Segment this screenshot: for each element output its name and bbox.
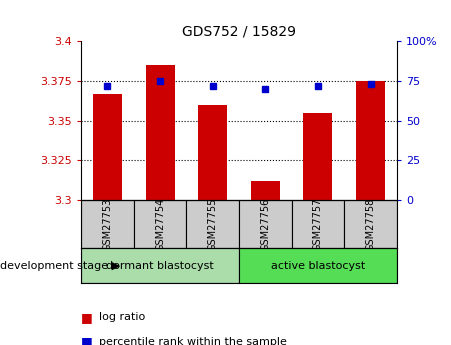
Text: dormant blastocyst: dormant blastocyst: [106, 261, 214, 270]
Bar: [304, 113, 332, 200]
Text: GSM27753: GSM27753: [102, 198, 112, 251]
Text: percentile rank within the sample: percentile rank within the sample: [99, 337, 287, 345]
Title: GDS752 / 15829: GDS752 / 15829: [182, 25, 296, 39]
Text: GSM27757: GSM27757: [313, 198, 323, 251]
Text: GSM27756: GSM27756: [260, 198, 270, 251]
Bar: [198, 105, 227, 200]
Text: GSM27758: GSM27758: [366, 198, 376, 251]
Bar: [134, 200, 186, 248]
Bar: [344, 200, 397, 248]
Bar: [146, 65, 175, 200]
Bar: [292, 200, 344, 248]
Text: GSM27754: GSM27754: [155, 198, 165, 251]
Bar: [239, 248, 397, 283]
Bar: [81, 248, 239, 283]
Text: development stage ▶: development stage ▶: [0, 261, 120, 270]
Bar: [93, 94, 122, 200]
Bar: [239, 200, 292, 248]
Bar: [186, 200, 239, 248]
Text: GSM27755: GSM27755: [208, 198, 218, 251]
Bar: [81, 200, 134, 248]
Text: ■: ■: [81, 311, 93, 324]
Text: log ratio: log ratio: [99, 313, 146, 322]
Bar: [356, 81, 385, 200]
Text: active blastocyst: active blastocyst: [271, 261, 365, 270]
Bar: [251, 181, 280, 200]
Text: ■: ■: [81, 335, 93, 345]
